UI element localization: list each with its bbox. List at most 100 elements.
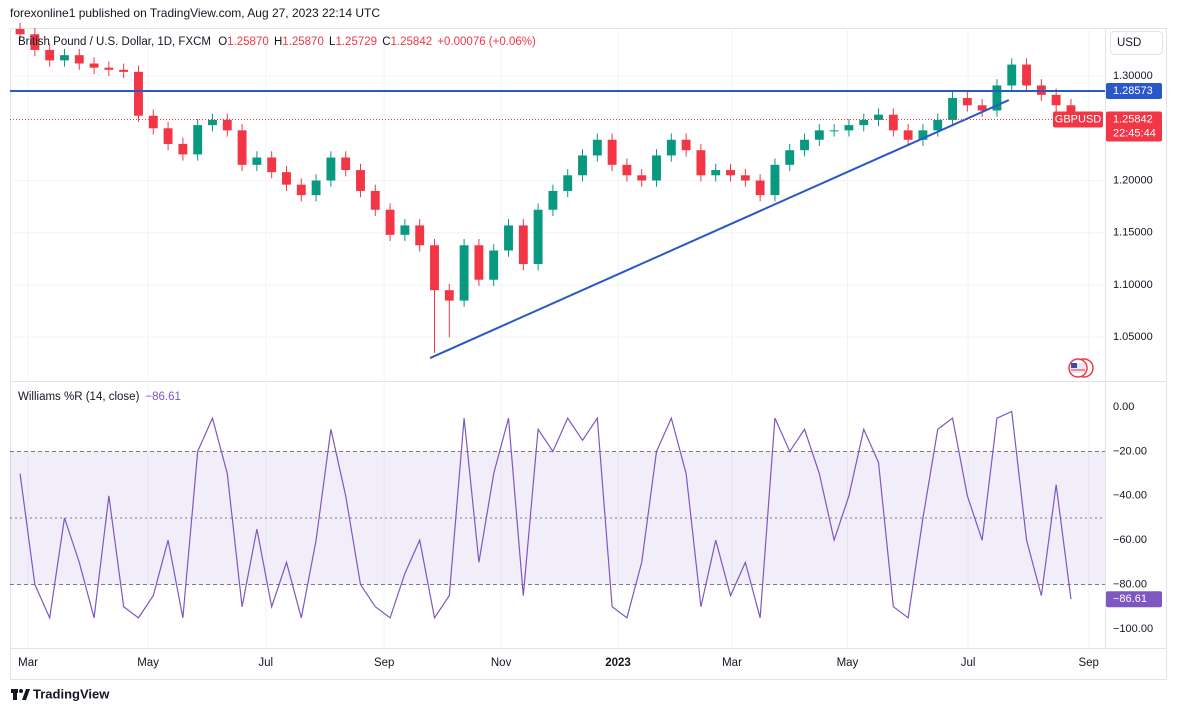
footer-brand: TradingView <box>33 686 110 701</box>
candle-body <box>770 164 780 196</box>
indicator-value-label: −86.61 <box>1113 593 1147 605</box>
y-tick-label: 1.05000 <box>1113 331 1153 343</box>
candle-body <box>311 180 321 196</box>
candle-body <box>74 55 84 64</box>
y-tick-label: −80.00 <box>1113 578 1147 590</box>
candle-body <box>948 97 957 120</box>
footer-logo <box>11 689 30 700</box>
y-tick-label: −60.00 <box>1113 534 1147 546</box>
indicator-legend: Williams %R (14, close) −86.61 <box>18 391 181 403</box>
symbol-label: GBPUSD <box>1055 113 1102 125</box>
candle-body <box>30 34 40 50</box>
candle-body <box>400 225 410 235</box>
x-tick-label: Mar <box>722 657 742 669</box>
x-tick-label: Nov <box>491 657 512 669</box>
y-tick-label: −100.00 <box>1113 623 1153 635</box>
candle-body <box>296 184 306 196</box>
candle-body <box>859 119 869 126</box>
candle-body <box>888 114 898 131</box>
legend-change: +0.00076 (+0.06%) <box>437 36 536 48</box>
flag-icon <box>1068 358 1094 378</box>
publish-note: forexonline1 published on TradingView.co… <box>10 6 380 20</box>
candle-body <box>237 130 247 165</box>
x-tick-label: Jul <box>961 657 976 669</box>
candle-body <box>134 71 143 116</box>
candle-body <box>800 139 809 151</box>
indicator-value: −86.61 <box>145 391 181 403</box>
candle-body <box>60 55 69 61</box>
candle-body <box>652 155 661 181</box>
candle-body <box>977 105 987 111</box>
candle-body <box>370 190 380 210</box>
x-tick-label: Jul <box>258 657 273 669</box>
candle-body <box>637 175 647 181</box>
candle-body <box>459 245 469 301</box>
candle-body <box>962 97 972 106</box>
legend-value: 1.25870 <box>282 36 324 48</box>
candle-body <box>104 67 114 70</box>
candle-body <box>518 225 528 265</box>
candle-body <box>785 150 795 165</box>
trend-line <box>429 99 1010 359</box>
x-tick-label: May <box>137 657 159 669</box>
candle-body <box>119 69 129 72</box>
candle-body <box>504 225 513 251</box>
candle-body <box>992 85 1002 111</box>
legend-value: 1.25870 <box>227 36 269 48</box>
candle-body <box>208 119 217 126</box>
legend-key: H <box>274 36 282 48</box>
symbol-legend: British Pound / U.S. Dollar, 1D, FXCM O1… <box>18 36 536 48</box>
candle-body <box>356 170 365 191</box>
candle-body <box>415 225 425 246</box>
candle-body <box>385 209 395 235</box>
candle-body <box>444 290 454 301</box>
marks-layer <box>10 22 1105 620</box>
candle-body <box>933 119 943 131</box>
indicator-value-box <box>1106 591 1162 608</box>
candle-body <box>282 172 291 185</box>
y-tick-label: 0.00 <box>1113 401 1134 413</box>
candle-body <box>918 130 928 140</box>
indicator-title: Williams %R (14, close) <box>18 391 140 403</box>
legend-key: C <box>382 36 390 48</box>
legend-value: 1.25842 <box>391 36 433 48</box>
currency-button[interactable] <box>1110 31 1163 55</box>
y-tick-label: 1.20000 <box>1113 174 1153 186</box>
y-tick-label: 1.15000 <box>1113 227 1153 239</box>
candle-body <box>755 180 765 196</box>
candle-body <box>548 190 558 210</box>
candle-body <box>592 139 602 156</box>
candle-body <box>252 157 262 165</box>
candle-body <box>326 157 336 181</box>
last-price-box <box>1106 111 1162 142</box>
candle-body <box>666 139 676 156</box>
x-tick-label: Mar <box>18 657 38 669</box>
indicator-line <box>19 410 1072 620</box>
currency-label[interactable]: USD <box>1117 37 1141 49</box>
y-tick-label: −40.00 <box>1113 490 1147 502</box>
candle-body <box>607 139 617 165</box>
candle-body <box>341 157 351 171</box>
candle-body <box>45 49 55 61</box>
candle-body <box>578 155 587 176</box>
candle-body <box>681 139 691 151</box>
candle-body <box>726 170 735 176</box>
x-tick-label: 2023 <box>605 657 631 669</box>
y-tick-label: −20.00 <box>1113 445 1147 457</box>
x-tick-label: Sep <box>1078 657 1098 669</box>
candle-body <box>222 119 232 131</box>
candle-body <box>874 114 883 120</box>
countdown-label: 22:45:44 <box>1113 127 1156 139</box>
candle-body <box>267 157 277 173</box>
candle-body <box>489 250 499 280</box>
legend-key: O <box>218 36 227 48</box>
candle-body <box>430 245 439 291</box>
candle-body <box>829 130 839 132</box>
candle-body <box>89 63 99 68</box>
candle-body <box>533 209 543 265</box>
hline-price-box <box>1106 82 1162 99</box>
x-tick-label: Sep <box>374 657 394 669</box>
candle-body <box>740 175 750 181</box>
candle-body <box>696 150 706 176</box>
